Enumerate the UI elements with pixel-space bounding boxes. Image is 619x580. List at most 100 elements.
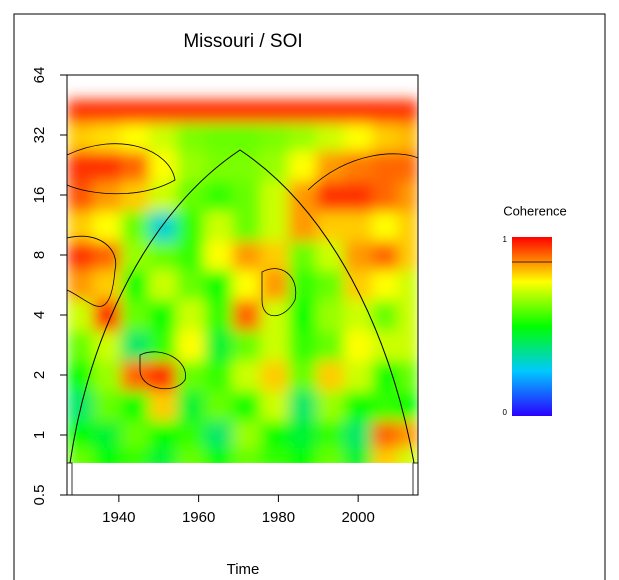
cell — [204, 299, 234, 331]
cell — [148, 390, 178, 421]
cell — [120, 123, 150, 152]
cell — [316, 211, 345, 242]
cell — [204, 151, 234, 182]
cell — [67, 241, 94, 271]
cell — [92, 330, 122, 361]
y-tick-label: 32 — [31, 127, 48, 144]
cell — [232, 181, 261, 212]
y-tick-label: 4 — [31, 311, 48, 319]
cell — [176, 390, 206, 421]
cell — [176, 330, 206, 361]
cell — [148, 330, 178, 361]
cell — [120, 181, 150, 212]
cell — [372, 151, 399, 182]
cell — [232, 420, 261, 448]
cell — [372, 211, 399, 242]
cell — [67, 269, 94, 301]
cell — [398, 360, 418, 391]
cell — [148, 241, 178, 271]
cell — [372, 360, 399, 391]
cell — [176, 123, 206, 152]
chart-title: Missouri / SOI — [183, 31, 302, 52]
cell — [120, 269, 150, 301]
y-tick-label: 64 — [31, 67, 48, 84]
cell — [67, 123, 94, 152]
cell — [344, 420, 373, 448]
cell — [204, 330, 234, 361]
cell — [288, 241, 317, 271]
cell — [260, 123, 289, 152]
cell — [148, 360, 178, 391]
cell — [120, 151, 150, 182]
cell — [148, 420, 178, 448]
x-tick-label: 1980 — [262, 509, 295, 526]
x-axis-title: Time — [227, 561, 260, 578]
cell — [232, 211, 261, 242]
cell — [120, 299, 150, 331]
cell — [372, 241, 399, 271]
cell — [398, 181, 418, 212]
cell — [92, 151, 122, 182]
cell — [120, 360, 150, 391]
cell — [120, 241, 150, 271]
cell — [344, 360, 373, 391]
colorbar-title: Coherence — [503, 203, 567, 218]
cell — [92, 181, 122, 212]
cell — [344, 241, 373, 271]
cell — [204, 269, 234, 301]
cell — [176, 360, 206, 391]
cell — [316, 123, 345, 152]
cell — [344, 181, 373, 212]
cell — [232, 99, 261, 124]
cell — [288, 390, 317, 421]
cone-of-influence — [69, 149, 415, 464]
cell — [176, 241, 206, 271]
cell — [92, 99, 122, 124]
cell — [288, 330, 317, 361]
cell — [344, 390, 373, 421]
cell — [372, 330, 399, 361]
cell — [316, 241, 345, 271]
cell — [260, 390, 289, 421]
contour — [66, 143, 176, 195]
cell — [372, 99, 399, 124]
cell — [148, 123, 178, 152]
cell — [204, 360, 234, 391]
cell — [232, 123, 261, 152]
plot-box — [66, 74, 419, 496]
cell — [316, 390, 345, 421]
cell — [316, 330, 345, 361]
cell — [148, 299, 178, 331]
cell — [148, 269, 178, 301]
contour — [139, 268, 297, 389]
cell — [260, 181, 289, 212]
contour — [66, 153, 419, 307]
cell — [67, 330, 94, 361]
y-tick-label: 8 — [31, 251, 48, 259]
cell — [67, 181, 94, 212]
cell — [92, 211, 122, 242]
cell — [92, 123, 122, 152]
cell — [92, 420, 122, 448]
cell — [344, 299, 373, 331]
cell — [232, 390, 261, 421]
cell — [398, 299, 418, 331]
cell — [120, 211, 150, 242]
cell — [316, 360, 345, 391]
cell — [344, 123, 373, 152]
cell — [176, 269, 206, 301]
cell — [204, 123, 234, 152]
cell — [67, 151, 94, 182]
cell — [288, 151, 317, 182]
cell — [232, 330, 261, 361]
colorbar-tick-label: 0 — [503, 408, 508, 417]
edge-box — [412, 462, 419, 496]
cell — [288, 360, 317, 391]
cell — [176, 151, 206, 182]
cell — [148, 181, 178, 212]
cell — [232, 151, 261, 182]
cell — [260, 420, 289, 448]
cell — [372, 123, 399, 152]
x-tick-label: 1960 — [182, 509, 215, 526]
